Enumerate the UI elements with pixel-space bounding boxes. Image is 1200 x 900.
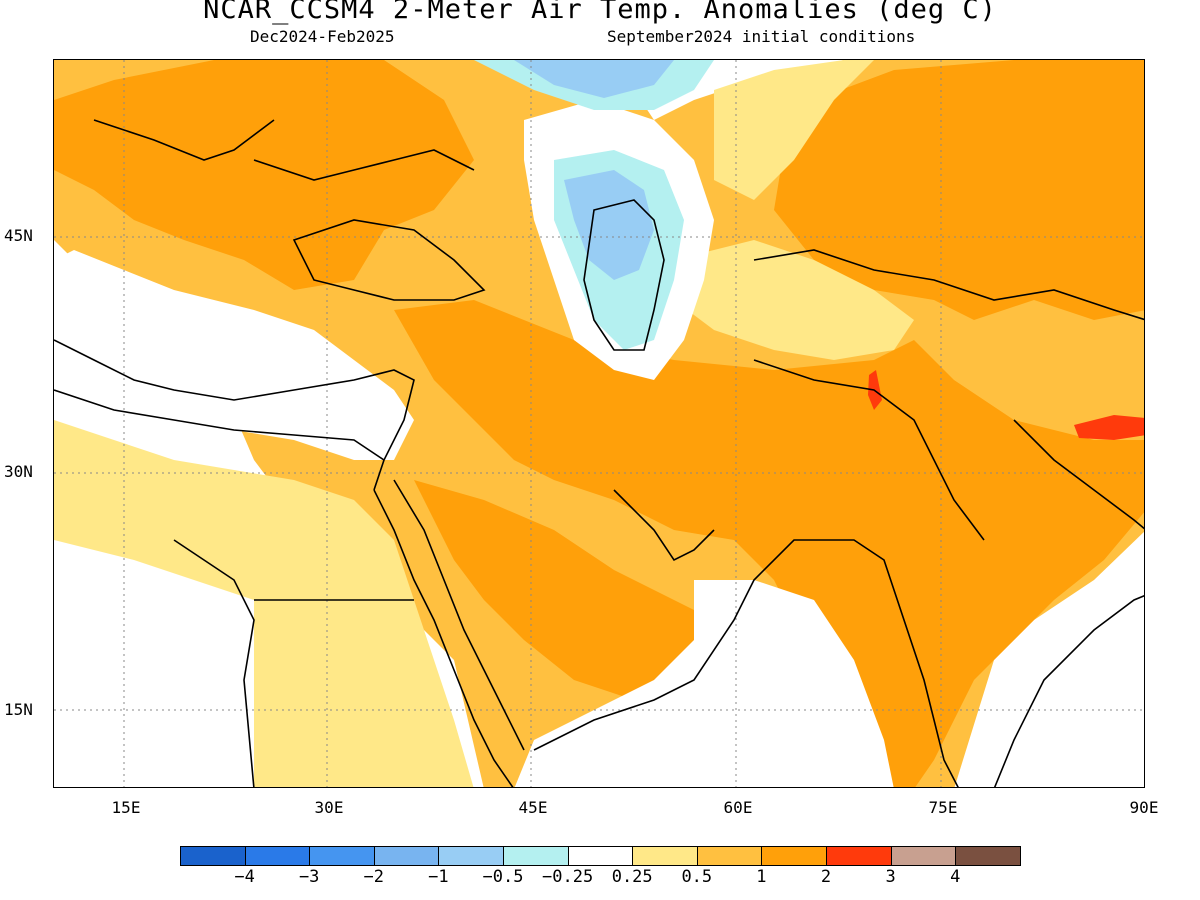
colorbar-box [955, 846, 1021, 866]
colorbar-box [696, 846, 763, 866]
colorbar-box [438, 846, 504, 866]
lon-tick-30e: 30E [314, 798, 344, 817]
lon-tick-15e: 15E [111, 798, 141, 817]
colorbar-label: −0.5 [482, 867, 524, 887]
colorbar-label: −1 [428, 867, 449, 887]
colorbar-label: 0.25 [611, 867, 653, 887]
anomaly-region-orange-arabia [414, 480, 714, 700]
colorbar-box [826, 846, 892, 866]
colorbar-box [890, 846, 957, 866]
colorbar-box [567, 846, 634, 866]
graticule [54, 60, 1144, 787]
anomaly-region-orange-asia [774, 60, 1144, 320]
colorbar-label: −0.25 [542, 867, 594, 887]
anomaly-region-red-tibet [1074, 415, 1144, 440]
colorbar-box [761, 846, 827, 866]
forecast-period: Dec2024-Feb2025 [250, 27, 395, 46]
lon-tick-90e: 90E [1129, 798, 1159, 817]
lat-tick-45n: 45N [4, 226, 33, 245]
anomaly-region-yellow-siberia [714, 60, 874, 200]
lon-tick-75e: 75E [928, 798, 958, 817]
colorbar-label: 2 [820, 867, 832, 887]
colorbar-box [309, 846, 375, 866]
map-svg [54, 60, 1144, 787]
anomaly-region-lightblue-north [514, 60, 674, 98]
colorbar-box [244, 846, 311, 866]
colorbar-box [632, 846, 698, 866]
colorbar-label: 3 [885, 867, 896, 887]
anomaly-region-white-med [54, 250, 414, 460]
colorbar-label: 4 [950, 867, 961, 887]
colorbar-label: 1 [756, 867, 767, 887]
colorbar-label: 0.5 [681, 867, 713, 887]
colorbar-box [503, 846, 569, 866]
chart-title: NCAR_CCSM4 2-Meter Air Temp. Anomalies (… [203, 0, 997, 25]
anomaly-region-orange-europe [54, 60, 474, 290]
anomaly-region-orange-central [394, 300, 1144, 787]
colorbar-label: −4 [234, 867, 255, 887]
colorbar-box [373, 846, 440, 866]
anomaly-map [53, 59, 1145, 788]
anomaly-region-white-bay-bengal [994, 600, 1144, 787]
colorbar-label: −2 [363, 867, 385, 887]
coastlines [54, 119, 1144, 787]
lat-tick-15n: 15N [4, 700, 33, 719]
anomaly-region-lightblue-caspian [564, 170, 654, 280]
lon-tick-45e: 45E [518, 798, 548, 817]
colorbar-box [180, 846, 246, 866]
anomaly-region-white-africa [54, 540, 254, 787]
lon-tick-60e: 60E [723, 798, 753, 817]
colorbar-label: −3 [298, 867, 320, 887]
anomaly-region-yellow-central-asia [674, 240, 914, 360]
initial-conditions: September2024 initial conditions [607, 27, 916, 46]
lat-tick-30n: 30N [4, 462, 33, 481]
anomaly-region-white-arabian-sea [514, 580, 894, 787]
